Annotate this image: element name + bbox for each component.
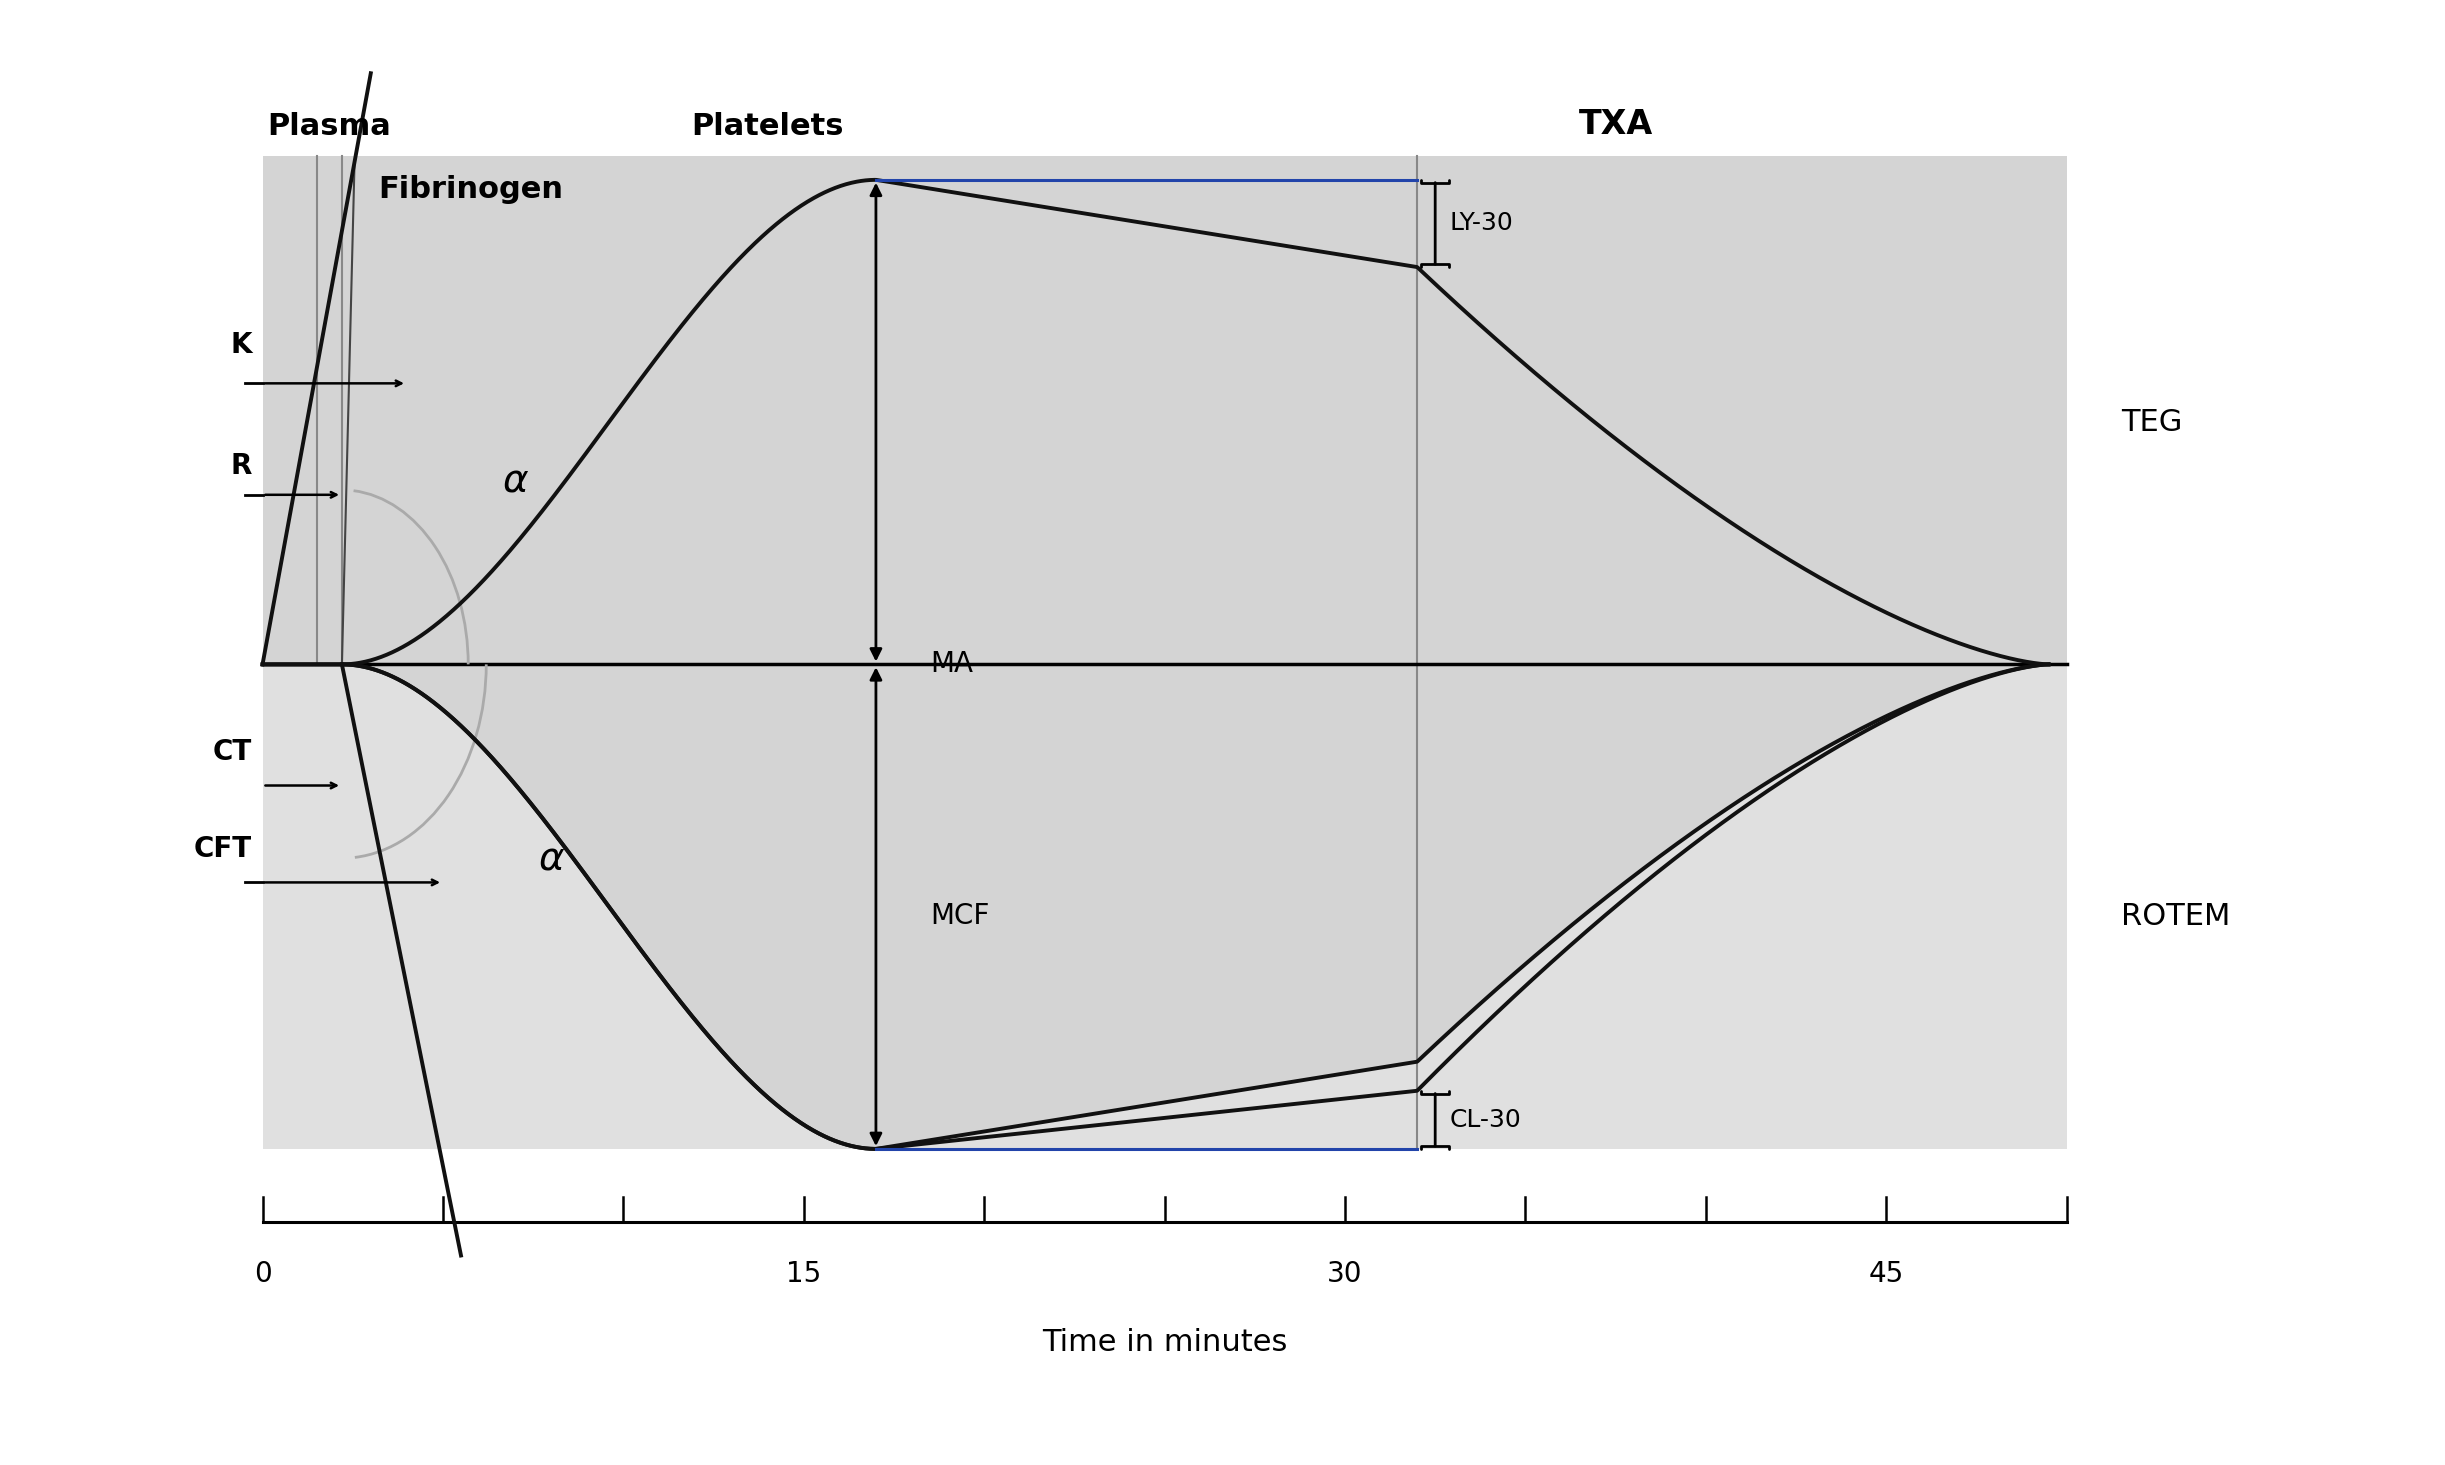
Text: TXA: TXA — [1579, 108, 1653, 141]
Bar — [262, 155, 2066, 665]
Text: K: K — [230, 331, 252, 359]
Text: 45: 45 — [1868, 1260, 1905, 1288]
Text: CT: CT — [213, 738, 252, 766]
Text: Fibrinogen: Fibrinogen — [379, 176, 562, 204]
Text: ROTEM: ROTEM — [2120, 902, 2230, 930]
Text: CFT: CFT — [193, 835, 252, 863]
Text: LY-30: LY-30 — [1450, 211, 1513, 236]
Text: 0: 0 — [254, 1260, 271, 1288]
Text: R: R — [230, 453, 252, 481]
Text: $\alpha$: $\alpha$ — [538, 839, 565, 878]
Text: 15: 15 — [787, 1260, 822, 1288]
Bar — [262, 665, 2066, 1149]
Text: CL-30: CL-30 — [1450, 1108, 1521, 1132]
Text: Plasma: Plasma — [267, 113, 391, 141]
Polygon shape — [342, 163, 355, 665]
Text: 30: 30 — [1328, 1260, 1362, 1288]
Text: TEG: TEG — [2120, 407, 2181, 437]
Text: Time in minutes: Time in minutes — [1042, 1329, 1286, 1357]
Text: MCF: MCF — [929, 902, 990, 930]
Text: Platelets: Platelets — [692, 113, 844, 141]
Text: $\alpha$: $\alpha$ — [501, 461, 528, 500]
Text: MA: MA — [929, 650, 973, 678]
